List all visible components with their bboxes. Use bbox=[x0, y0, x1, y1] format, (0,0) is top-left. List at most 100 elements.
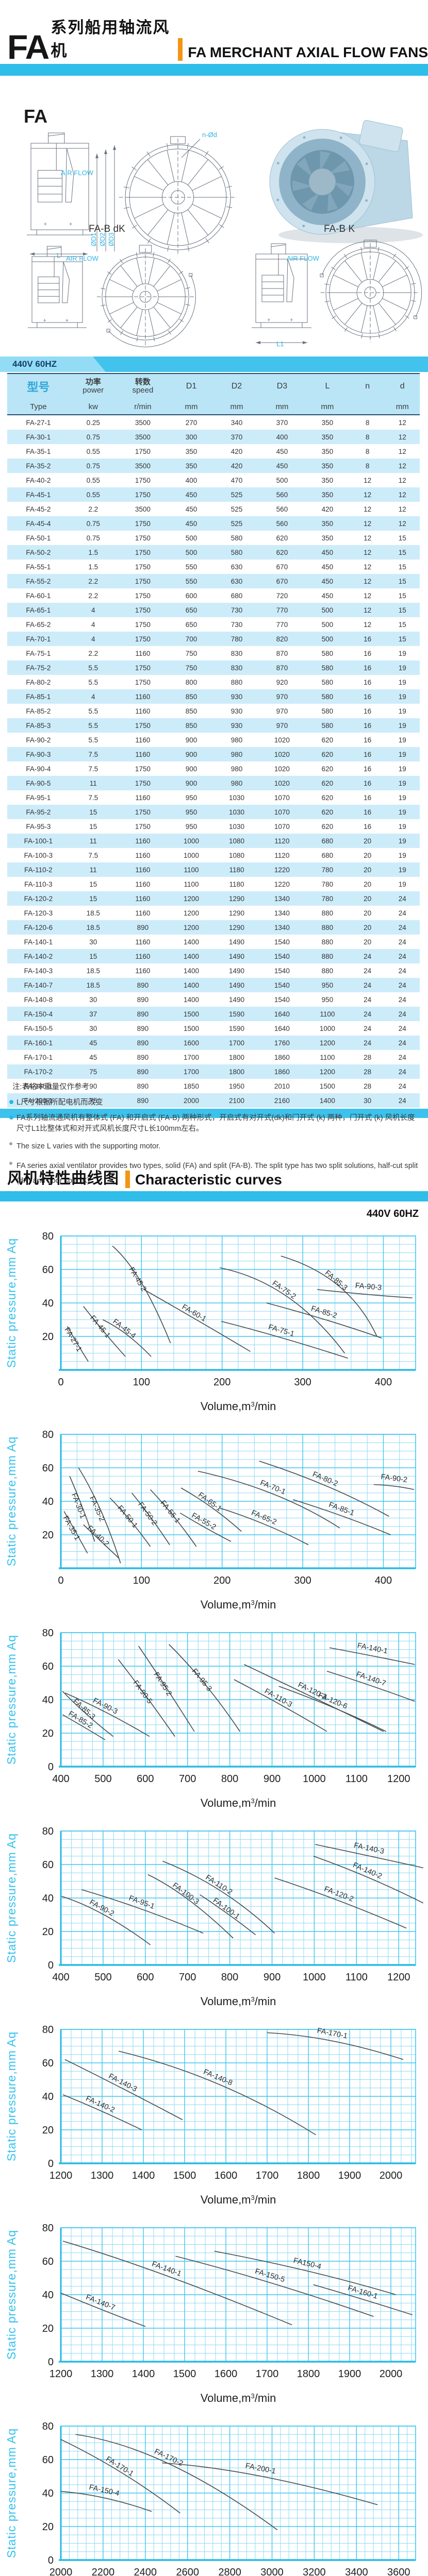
table-cell: 500 bbox=[185, 548, 197, 556]
x-axis-title: Volume,m3/min bbox=[201, 1400, 276, 1413]
table-cell: 1590 bbox=[228, 1024, 244, 1032]
table-cell: 890 bbox=[137, 923, 149, 931]
table-cell: 24 bbox=[398, 1082, 406, 1090]
table-cell: 24 bbox=[398, 1096, 406, 1105]
table-row: FA-140-2 15 1160 1400 1490 1540 880 24 24 bbox=[7, 949, 420, 963]
table-cell: 500 bbox=[321, 606, 334, 614]
x-tick-label: 1900 bbox=[338, 2170, 361, 2181]
column-unit: mm bbox=[304, 399, 350, 415]
table-cell: 12 bbox=[398, 519, 406, 528]
table-cell: FA-27-1 bbox=[26, 418, 51, 427]
table-cell: 750 bbox=[185, 664, 197, 672]
table-cell: 1160 bbox=[135, 692, 151, 701]
table-row: FA-140-3 18.5 1160 1400 1490 1540 880 24 24 bbox=[7, 963, 420, 978]
table-cell: FA-50-1 bbox=[26, 534, 51, 542]
technical-drawings: FA + + AIR FLOW n-Ød ØD1 ØD2 ØD3 L FA-B d… bbox=[24, 106, 423, 348]
table-cell: 630 bbox=[231, 577, 243, 585]
y-tick-label: 60 bbox=[42, 1661, 54, 1672]
x-tick-label: 2400 bbox=[134, 2567, 157, 2576]
table-cell: 350 bbox=[321, 447, 334, 455]
table-cell: 1500 bbox=[319, 1082, 335, 1090]
table-cell: 620 bbox=[321, 793, 334, 802]
curve-label: FA-95-2 bbox=[152, 1671, 173, 1698]
table-cell: 0.55 bbox=[86, 447, 100, 455]
table-cell: 560 bbox=[276, 490, 288, 499]
table-cell: 580 bbox=[321, 692, 334, 701]
table-cell: 16 bbox=[364, 692, 372, 701]
table-cell: FA-55-2 bbox=[26, 577, 51, 585]
column-header: d bbox=[385, 373, 420, 399]
x-tick-label: 2200 bbox=[92, 2567, 115, 2576]
x-tick-label: 1700 bbox=[256, 2368, 279, 2380]
x-tick-label: 1900 bbox=[338, 2368, 361, 2380]
x-tick-label: 1500 bbox=[173, 2170, 196, 2181]
x-tick-label: 800 bbox=[221, 1773, 238, 1785]
table-row: FA-120-2 15 1160 1200 1290 1340 780 20 24 bbox=[7, 891, 420, 906]
table-cell: 1500 bbox=[183, 1024, 200, 1032]
table-cell: 780 bbox=[321, 866, 334, 874]
table-cell: 780 bbox=[231, 635, 243, 643]
table-cell: 2010 bbox=[274, 1082, 290, 1090]
table-cell: 500 bbox=[321, 620, 334, 629]
table-cell: 1030 bbox=[228, 808, 244, 816]
x-axis-title: Volume,m3/min bbox=[201, 1598, 276, 1611]
table-cell: 75 bbox=[89, 1067, 97, 1076]
y-tick-label: 60 bbox=[42, 2058, 54, 2069]
table-cell: 30 bbox=[89, 1024, 97, 1032]
table-cell: 0.75 bbox=[86, 433, 100, 441]
table-cell: 880 bbox=[321, 952, 334, 960]
table-cell: 28 bbox=[364, 1067, 372, 1076]
table-cell: 12 bbox=[364, 577, 372, 585]
table-cell: 1200 bbox=[319, 1039, 335, 1047]
table-cell: 450 bbox=[276, 447, 288, 455]
x-tick-label: 300 bbox=[294, 1377, 311, 1388]
y-tick-label: 0 bbox=[48, 2555, 54, 2566]
dim-d1-label: ØD1 bbox=[90, 232, 97, 246]
table-cell: 20 bbox=[364, 938, 372, 946]
y-tick-label: 40 bbox=[42, 1893, 54, 1904]
page-title-en: FA MERCHANT AXIAL FLOW FANS bbox=[188, 44, 428, 60]
table-cell: FA-50-2 bbox=[26, 548, 51, 556]
y-tick-label: 20 bbox=[42, 1530, 54, 1541]
table-cell: 1030 bbox=[228, 793, 244, 802]
table-row: FA-45-2 2.2 3500 450 525 560 420 12 12 bbox=[7, 502, 420, 516]
dim-d2-label: ØD2 bbox=[98, 232, 106, 246]
table-cell: 550 bbox=[185, 563, 197, 571]
column-header: 型号 bbox=[7, 373, 70, 399]
curve-label: FA-90-2 bbox=[381, 1473, 408, 1484]
table-cell: 580 bbox=[321, 721, 334, 730]
table-row: FA-85-2 5.5 1160 850 930 970 580 16 19 bbox=[7, 704, 420, 718]
table-cell: 1750 bbox=[135, 606, 151, 614]
table-row: FA-85-1 4 1160 850 930 970 580 16 19 bbox=[7, 689, 420, 704]
table-cell: 880 bbox=[321, 923, 334, 931]
x-tick-label: 400 bbox=[52, 1972, 69, 1983]
y-tick-label: 60 bbox=[42, 2256, 54, 2267]
table-cell: 580 bbox=[321, 649, 334, 657]
x-tick-label: 1700 bbox=[256, 2170, 279, 2181]
table-cell: 18.5 bbox=[86, 981, 100, 989]
table-row: FA-160-1 45 890 1600 1700 1760 1200 24 24 bbox=[7, 1036, 420, 1050]
table-cell: 1700 bbox=[183, 1053, 200, 1061]
table-cell: 1850 bbox=[183, 1082, 200, 1090]
x-axis-title: Volume,m3/min bbox=[201, 1797, 276, 1809]
table-cell: 11 bbox=[89, 866, 97, 874]
x-tick-label: 1600 bbox=[215, 2368, 238, 2380]
table-cell: 1100 bbox=[184, 866, 199, 874]
table-cell: 1750 bbox=[135, 519, 151, 528]
table-cell: 16 bbox=[364, 793, 372, 802]
table-row: FA-95-1 7.5 1160 950 1030 1070 620 16 19 bbox=[7, 790, 420, 805]
x-tick-label: 100 bbox=[133, 1575, 150, 1586]
table-cell: 970 bbox=[276, 707, 288, 715]
note-line: FA series axial ventilator provides two … bbox=[9, 1159, 422, 1189]
product-photo bbox=[269, 120, 423, 243]
table-row: FA-60-1 2.2 1750 600 680 720 450 12 15 bbox=[7, 588, 420, 603]
table-cell: 24 bbox=[398, 1024, 406, 1032]
table-cell: 5.5 bbox=[88, 721, 98, 730]
table-cell: 28 bbox=[364, 1053, 372, 1061]
table-cell: FA-40-2 bbox=[26, 476, 51, 484]
table-cell: 870 bbox=[276, 649, 288, 657]
table-cell: 15 bbox=[398, 534, 406, 542]
y-tick-label: 0 bbox=[48, 1761, 54, 1773]
column-header: D2 bbox=[213, 373, 259, 399]
table-cell: 650 bbox=[185, 606, 197, 614]
